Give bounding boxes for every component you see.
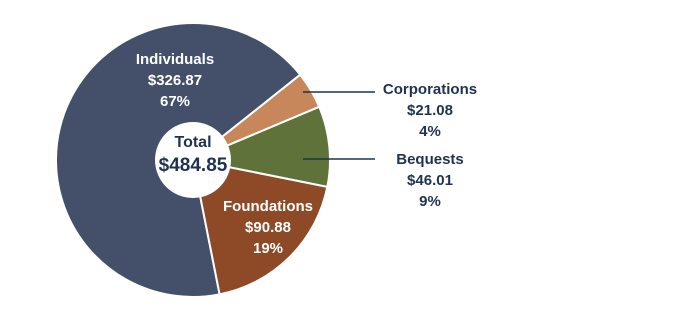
value-label: $90.88 [245,219,291,236]
slice-label: Corporations [383,81,477,98]
slice-label: Foundations [223,198,313,215]
percent-label: 9% [419,193,441,210]
slice-label: Bequests [396,151,464,168]
percent-label: 67% [160,93,190,110]
donut-hole [155,122,231,198]
slice [189,105,331,189]
slice [191,158,329,296]
slice-label: Individuals [136,51,214,68]
percent-label: 4% [419,123,441,140]
value-label: $326.87 [148,72,202,89]
center-value: $484.85 [159,155,228,176]
percent-label: 19% [253,240,283,257]
center-title: Total [174,134,211,151]
value-label: $46.01 [407,172,453,189]
value-label: $21.08 [407,102,453,119]
